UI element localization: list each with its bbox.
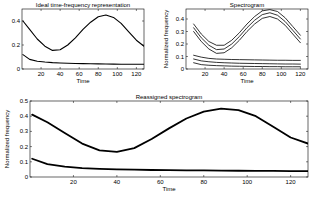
x-tick xyxy=(290,101,291,103)
series-line xyxy=(23,55,144,65)
x-tick xyxy=(98,67,99,69)
x-tick xyxy=(41,67,42,69)
plot-frame xyxy=(30,101,308,177)
series-line xyxy=(32,109,308,152)
y-tick xyxy=(186,19,188,20)
x-tick-label: 60 xyxy=(76,71,83,77)
title: Ideal time-frequency representation xyxy=(36,2,130,8)
x-tick-label: 100 xyxy=(112,71,123,77)
x-tick-label: 20 xyxy=(70,179,77,185)
x-tick xyxy=(60,67,61,69)
x-tick xyxy=(247,101,248,103)
x-label: Time xyxy=(162,186,176,192)
y-tick xyxy=(142,21,144,22)
y-tick xyxy=(186,56,188,57)
y-tick-label: 0.2 xyxy=(12,42,21,48)
x-tick xyxy=(136,67,137,69)
x-tick-label: 60 xyxy=(240,71,247,77)
x-tick xyxy=(160,175,161,177)
y-tick-label: 0.2 xyxy=(20,144,29,150)
x-tick-label: 100 xyxy=(242,179,253,185)
y-tick-label: 0.5 xyxy=(20,98,29,104)
x-tick-label: 100 xyxy=(276,71,287,77)
plot-lines xyxy=(194,10,301,67)
x-tick xyxy=(116,175,117,177)
x-tick xyxy=(73,175,74,177)
plot-frame xyxy=(186,9,308,69)
x-tick-label: 60 xyxy=(157,179,164,185)
plot-frame xyxy=(22,9,144,69)
y-tick-label: 0.4 xyxy=(176,16,185,22)
plot-lines xyxy=(23,15,144,64)
figure: 20 40 60 80 100 120 0 0.2 0.4 Ideal time-frequenc… xyxy=(0,0,313,204)
x-tick-label: 20 xyxy=(38,71,45,77)
x-tick xyxy=(203,101,204,103)
x-tick xyxy=(281,67,282,69)
panel: 20 40 60 80 100 120 0 0.1 0.2 0.3 0.4 Spectrogram Ti… xyxy=(163,2,308,84)
x-tick-label: 80 xyxy=(200,179,207,185)
x-tick xyxy=(262,67,263,69)
title: Reassigned spectrogram xyxy=(136,94,203,100)
plot-lines xyxy=(32,109,308,171)
x-tick xyxy=(117,67,118,69)
y-label: Normalized frequency xyxy=(163,10,169,68)
x-tick xyxy=(243,67,244,69)
panel: 20 40 60 80 100 120 0 0.2 0.4 Ideal time-frequenc… xyxy=(12,2,144,84)
x-tick-label: 120 xyxy=(131,71,142,77)
title: Spectrogram xyxy=(230,2,264,8)
y-tick-label: 0.1 xyxy=(20,159,29,165)
y-tick-label: 0.4 xyxy=(12,18,21,24)
y-tick xyxy=(186,31,188,32)
x-tick xyxy=(247,175,248,177)
x-tick-label: 40 xyxy=(57,71,64,77)
y-tick-label: 0.3 xyxy=(176,29,185,35)
series-line xyxy=(194,59,301,64)
x-tick-label: 40 xyxy=(221,71,228,77)
x-tick xyxy=(205,67,206,69)
series-line xyxy=(194,55,301,60)
series-line xyxy=(32,159,308,171)
y-tick-label: 0.1 xyxy=(176,54,185,60)
x-tick xyxy=(160,101,161,103)
y-tick-label: 0.4 xyxy=(20,113,29,119)
x-tick xyxy=(300,67,301,69)
x-tick-label: 80 xyxy=(259,71,266,77)
series-line xyxy=(194,63,301,67)
panel: 20 40 60 80 100 120 0 0.1 0.2 0.3 0.4 0.5 Reassigned… xyxy=(4,94,308,192)
x-tick-label: 20 xyxy=(202,71,209,77)
y-tick-label: 0 xyxy=(25,174,29,180)
x-tick xyxy=(290,175,291,177)
x-tick-label: 40 xyxy=(114,179,121,185)
y-tick-label: 0 xyxy=(17,66,21,72)
series-line xyxy=(23,15,144,50)
y-tick xyxy=(186,44,188,45)
y-tick-label: 0.2 xyxy=(176,41,185,47)
x-label: Time xyxy=(76,78,90,84)
x-tick xyxy=(73,101,74,103)
x-label: Time xyxy=(240,78,254,84)
x-tick xyxy=(116,101,117,103)
x-tick xyxy=(203,175,204,177)
y-tick-label: 0 xyxy=(181,66,185,72)
y-tick-label: 0.3 xyxy=(20,128,29,134)
x-tick-label: 120 xyxy=(286,179,297,185)
y-label: Normalized frequency xyxy=(4,110,10,168)
series-line xyxy=(194,17,301,54)
x-tick-label: 80 xyxy=(95,71,102,77)
x-tick xyxy=(224,67,225,69)
x-tick xyxy=(79,67,80,69)
x-tick-label: 120 xyxy=(295,71,306,77)
